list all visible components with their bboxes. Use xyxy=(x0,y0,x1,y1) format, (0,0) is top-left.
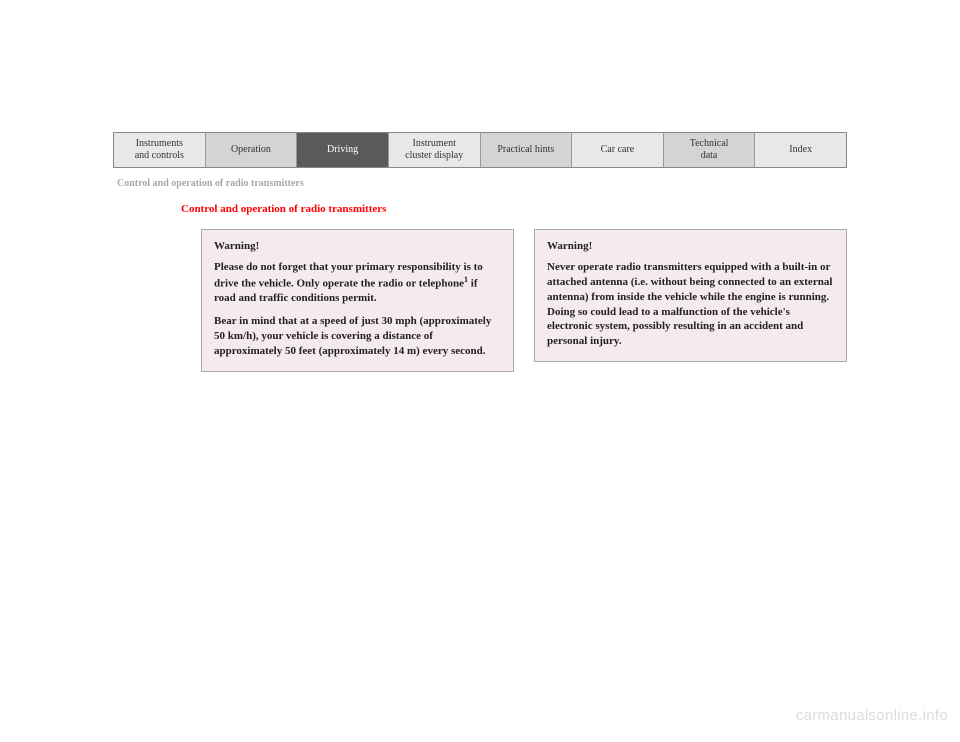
nav-tabs: Instrumentsand controls Operation Drivin… xyxy=(113,132,847,168)
tab-label: Driving xyxy=(327,144,358,156)
warning-text-part-a: Please do not forget that your primary r… xyxy=(214,261,483,290)
warning-title: Warning! xyxy=(547,240,834,252)
warning-title: Warning! xyxy=(214,240,501,252)
right-column: Warning! Never operate radio transmitter… xyxy=(534,229,847,372)
tab-label: Instrumentcluster display xyxy=(405,138,463,162)
warning-para-1: Please do not forget that your primary r… xyxy=(214,260,501,306)
tab-instrument-cluster[interactable]: Instrumentcluster display xyxy=(389,133,481,167)
warning-para-1: Never operate radio transmitters equippe… xyxy=(547,260,834,349)
tab-label: Instrumentsand controls xyxy=(135,138,184,162)
tab-label: Technicaldata xyxy=(690,138,729,162)
tab-practical-hints[interactable]: Practical hints xyxy=(481,133,573,167)
tab-car-care[interactable]: Car care xyxy=(572,133,664,167)
warning-box-right: Warning! Never operate radio transmitter… xyxy=(534,229,847,362)
left-column: Warning! Please do not forget that your … xyxy=(201,229,514,372)
content-columns: Warning! Please do not forget that your … xyxy=(113,229,847,372)
breadcrumb: Control and operation of radio transmitt… xyxy=(117,178,847,189)
tab-label: Operation xyxy=(231,144,271,156)
watermark: carmanualsonline.info xyxy=(796,707,948,724)
section-heading: Control and operation of radio transmitt… xyxy=(181,203,847,215)
tab-index[interactable]: Index xyxy=(755,133,846,167)
tab-instruments-controls[interactable]: Instrumentsand controls xyxy=(114,133,206,167)
tab-technical-data[interactable]: Technicaldata xyxy=(664,133,756,167)
tab-operation[interactable]: Operation xyxy=(206,133,298,167)
manual-page: Instrumentsand controls Operation Drivin… xyxy=(113,132,847,372)
warning-para-2: Bear in mind that at a speed of just 30 … xyxy=(214,314,501,359)
tab-driving[interactable]: Driving xyxy=(297,133,389,167)
tab-label: Index xyxy=(789,144,812,156)
tab-label: Car care xyxy=(601,144,635,156)
tab-label: Practical hints xyxy=(497,144,554,156)
warning-box-left: Warning! Please do not forget that your … xyxy=(201,229,514,372)
